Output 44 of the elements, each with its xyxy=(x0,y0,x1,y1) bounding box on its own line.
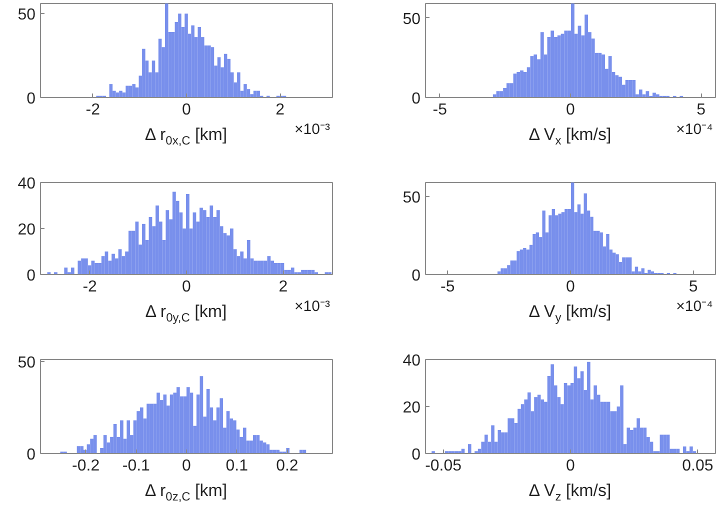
x-tick-label: 0 xyxy=(182,458,192,474)
x-axis-title: Δ V$_{x}$ [km/s] xyxy=(528,125,612,148)
text: ×10⁻³ xyxy=(294,120,330,140)
x-tick-label: 0 xyxy=(566,278,576,296)
x-tick-label: 0.2 xyxy=(276,458,298,474)
x-axis-title: Δ r$_{0z,C}$ [km] xyxy=(144,480,228,506)
x-tick-label: 0 xyxy=(182,102,192,118)
x-tick-label: 5 xyxy=(688,278,698,296)
x-tick-label: -0.05 xyxy=(425,458,462,474)
y-tick-label: 0 xyxy=(412,446,421,464)
x-tick-label: 0 xyxy=(566,102,576,118)
x-tick-label: -0.1 xyxy=(122,458,150,474)
y-tick-label: 50 xyxy=(18,6,36,24)
x-tick-label: -0.2 xyxy=(72,458,100,474)
y-tick-label: 0 xyxy=(26,90,36,108)
y-tick-label: 20 xyxy=(402,400,421,416)
y-tick-label: 0 xyxy=(412,268,421,284)
x-tick-label: 0 xyxy=(182,278,192,296)
x-tick-label: 2 xyxy=(278,278,288,296)
y-tick-label: 40 xyxy=(402,352,421,370)
y-tick-label: 20 xyxy=(18,222,36,238)
y-tick-label: 50 xyxy=(402,10,421,28)
x-axis-title: Δ V$_{z}$ [km/s] xyxy=(528,480,612,506)
x-tick-label: -5 xyxy=(440,278,455,296)
y-tick-label: 0 xyxy=(26,268,36,284)
x-tick-label: -2 xyxy=(86,102,100,118)
y-tick-label: 0 xyxy=(26,446,36,464)
x-tick-label: -5 xyxy=(432,102,448,118)
y-tick-label: 50 xyxy=(18,354,36,372)
y-tick-label: 40 xyxy=(18,176,36,192)
y-tick-label: 50 xyxy=(402,190,421,207)
x-tick-label: 0.05 xyxy=(682,458,714,474)
x-axis-title: Δ r$_{0x,C}$ [km] xyxy=(144,125,228,148)
x-axis-title: Δ r$_{0y,C}$ [km] xyxy=(145,302,227,324)
text: ×10⁻³ xyxy=(294,297,330,317)
text: ×10⁻⁴ xyxy=(676,297,713,317)
x-axis-title: Δ V$_{y}$ [km/s] xyxy=(528,302,612,324)
text: ×10⁻⁴ xyxy=(676,120,713,140)
x-tick-label: 2 xyxy=(276,102,285,118)
y-tick-label: 0 xyxy=(412,90,421,108)
x-tick-label: 5 xyxy=(696,102,706,118)
x-tick-label: 0 xyxy=(566,458,576,474)
x-tick-label: 0.1 xyxy=(226,458,248,474)
x-tick-label: -2 xyxy=(82,278,98,296)
